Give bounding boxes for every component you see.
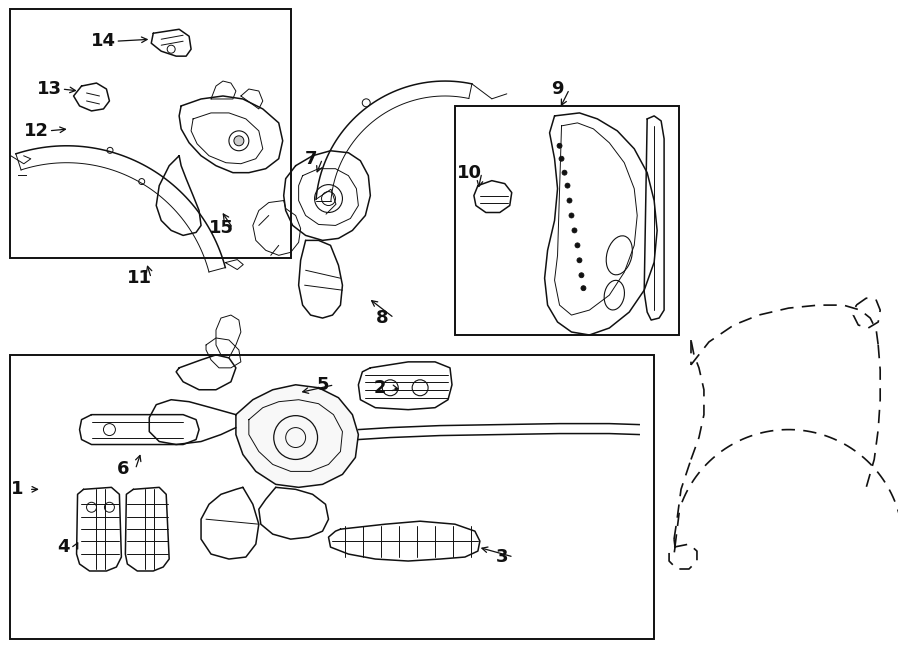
Bar (10, 355, 654, 639)
Text: 7: 7 (304, 150, 317, 167)
Circle shape (575, 243, 580, 248)
Circle shape (562, 170, 567, 175)
Text: 6: 6 (117, 460, 130, 479)
Circle shape (569, 213, 574, 218)
Text: 3: 3 (496, 548, 508, 566)
Circle shape (565, 183, 570, 188)
Circle shape (577, 258, 582, 263)
Text: 12: 12 (24, 122, 50, 140)
Text: 11: 11 (127, 269, 152, 287)
Bar (455, 106, 679, 335)
Text: 10: 10 (457, 164, 482, 181)
Text: 8: 8 (376, 309, 389, 327)
Circle shape (579, 273, 584, 278)
Circle shape (572, 228, 577, 233)
Circle shape (559, 156, 564, 162)
Circle shape (234, 136, 244, 146)
Text: 13: 13 (37, 80, 62, 98)
Text: 9: 9 (552, 80, 563, 98)
Circle shape (557, 143, 562, 148)
Text: 14: 14 (91, 32, 116, 50)
Text: 15: 15 (209, 219, 233, 238)
Polygon shape (236, 385, 358, 487)
Bar (10, 9, 291, 258)
Circle shape (567, 198, 572, 203)
Text: 1: 1 (11, 481, 23, 498)
Text: 4: 4 (58, 538, 70, 556)
Text: 2: 2 (374, 379, 386, 397)
Text: 5: 5 (316, 376, 328, 394)
Circle shape (580, 286, 586, 291)
